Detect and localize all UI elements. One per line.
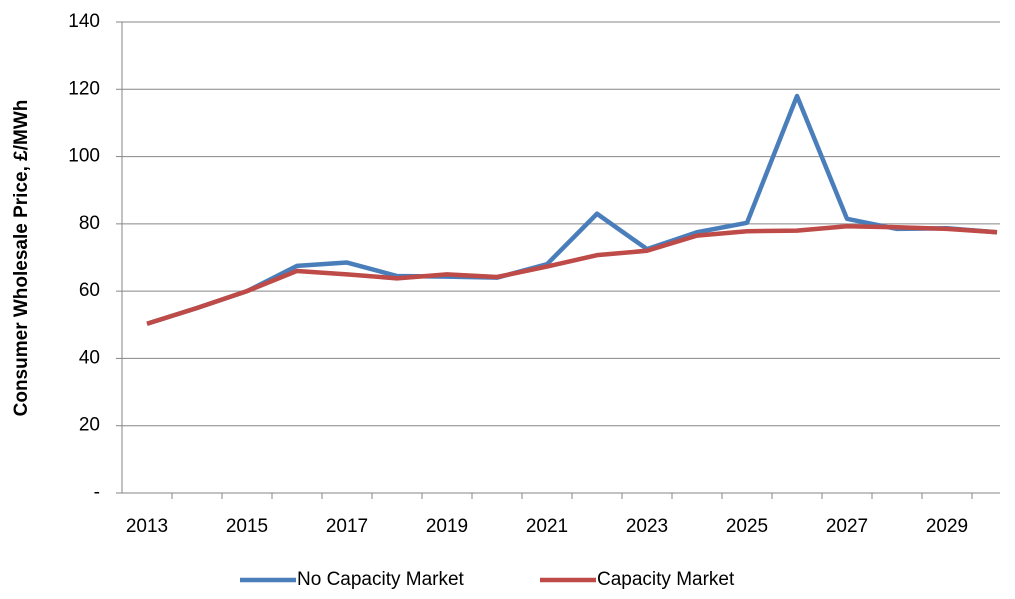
- y-axis-title: Consumer Wholesale Price, £/MWh: [11, 100, 32, 417]
- y-tick-label: 120: [68, 78, 100, 99]
- x-tick-label: 2013: [126, 516, 168, 537]
- y-tick-label: 140: [68, 11, 100, 32]
- x-tick-label: 2021: [526, 516, 568, 537]
- x-tick-label: 2023: [626, 516, 668, 537]
- x-tick-label: 2019: [426, 516, 468, 537]
- legend-label: Capacity Market: [597, 569, 735, 590]
- y-tick-label: 100: [68, 146, 100, 167]
- x-tick-label: 2015: [226, 516, 268, 537]
- data-line: [146, 223, 998, 326]
- y-tick-label: 40: [79, 347, 100, 368]
- data-line: [146, 93, 998, 326]
- y-tick-label: 60: [79, 280, 100, 301]
- x-tick-label: 2017: [326, 516, 368, 537]
- x-tick-label: 2027: [826, 516, 868, 537]
- x-tick-label: 2029: [926, 516, 968, 537]
- y-tick-label: 20: [79, 415, 100, 436]
- y-tick-label: -: [94, 482, 100, 503]
- x-tick-label: 2025: [726, 516, 768, 537]
- y-tick-label: 80: [79, 213, 100, 234]
- legend-label: No Capacity Market: [297, 569, 465, 590]
